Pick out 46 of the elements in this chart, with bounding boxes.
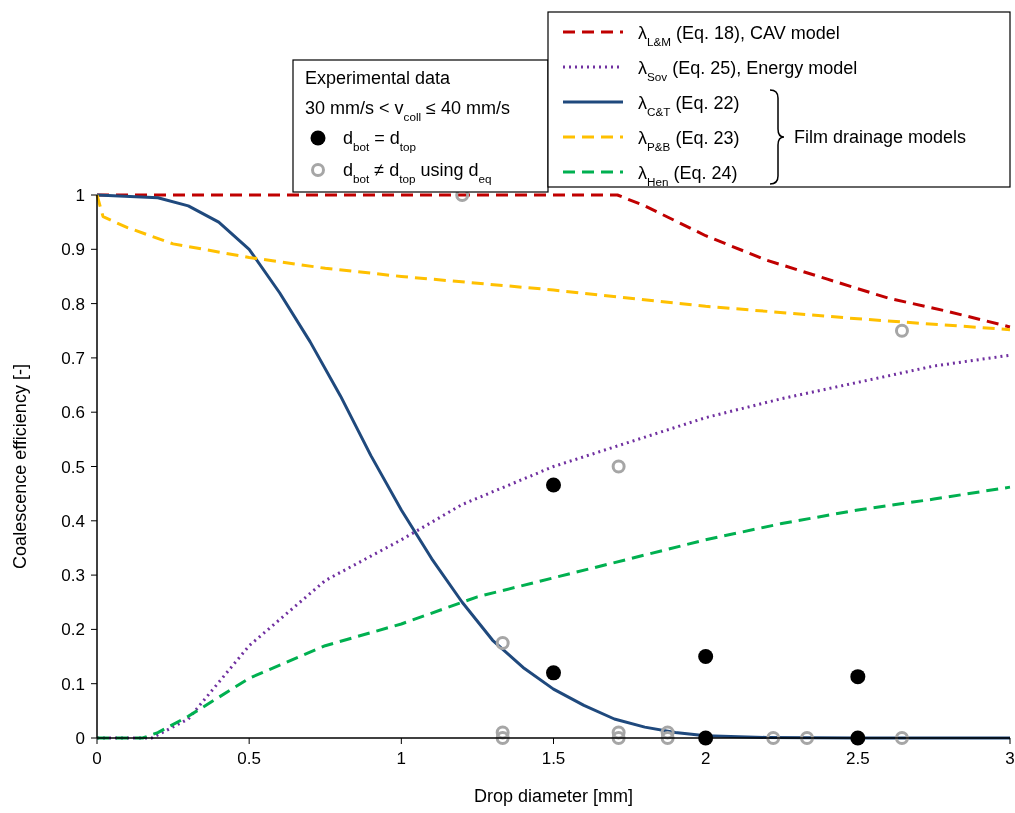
y-tick-label: 0.4 <box>61 511 85 531</box>
x-tick-label: 0.5 <box>237 749 261 768</box>
text: 30 mm/s < v$_{coll}$ ≤ 40 mm/s <box>305 98 510 123</box>
x-tick-label: 0 <box>92 749 102 768</box>
y-tick-label: 0.7 <box>61 348 85 368</box>
legend-title: Experimental data <box>305 68 452 88</box>
y-tick-label: 0.1 <box>61 674 85 694</box>
x-tick-label: 2 <box>700 749 711 768</box>
point <box>495 725 510 740</box>
y-tick-label: 0.5 <box>61 457 85 477</box>
y-tick-label: 0 <box>75 729 85 748</box>
point <box>800 731 815 745</box>
point <box>698 649 714 665</box>
point <box>894 323 909 338</box>
legend-label: λ$_{P&B}$ (Eq. 23) <box>638 128 740 153</box>
point <box>495 635 510 650</box>
point <box>495 731 510 745</box>
point <box>546 477 561 493</box>
x-axis-title: Drop diameter [mm] <box>473 786 634 806</box>
legend-label: d$_{bot}$ = d$_{top}$ <box>343 128 417 153</box>
text: Film drainage models <box>794 127 967 147</box>
y-axis-title: Coalescence efficiency [-] <box>10 364 30 569</box>
legend-label: λ$_{C&T}$ (Eq. 22) <box>638 93 740 118</box>
point <box>611 725 626 740</box>
x-tick-label: 1 <box>396 749 407 768</box>
legend-label: d$_{bot}$ ≠ d$_{top}$ using d$_{eq}$ <box>343 160 492 185</box>
point <box>546 665 561 681</box>
point <box>766 731 781 745</box>
y-tick-label: 0.6 <box>61 403 85 423</box>
x-tick-label: 3 <box>1005 749 1015 768</box>
x-tick-label: 2.5 <box>846 749 870 768</box>
x-tick-label: 1.5 <box>541 749 566 768</box>
point <box>660 731 675 745</box>
point <box>850 669 866 685</box>
point <box>611 731 626 745</box>
point <box>660 725 675 740</box>
y-tick-label: 0.9 <box>61 240 85 260</box>
legend-label: λ$_{Sov}$ (Eq. 25), Energy model <box>638 58 858 83</box>
legend-label: λ$_{Hen}$ (Eq. 24) <box>638 163 738 188</box>
y-tick-label: 0.3 <box>61 566 85 586</box>
y-tick-label: 1 <box>75 186 85 205</box>
point <box>894 731 909 745</box>
point <box>611 459 626 474</box>
legend-label: λ$_{L&M}$ (Eq. 18), CAV model <box>638 23 840 48</box>
y-tick-label: 0.2 <box>61 620 85 640</box>
y-tick-label: 0.8 <box>61 294 85 314</box>
